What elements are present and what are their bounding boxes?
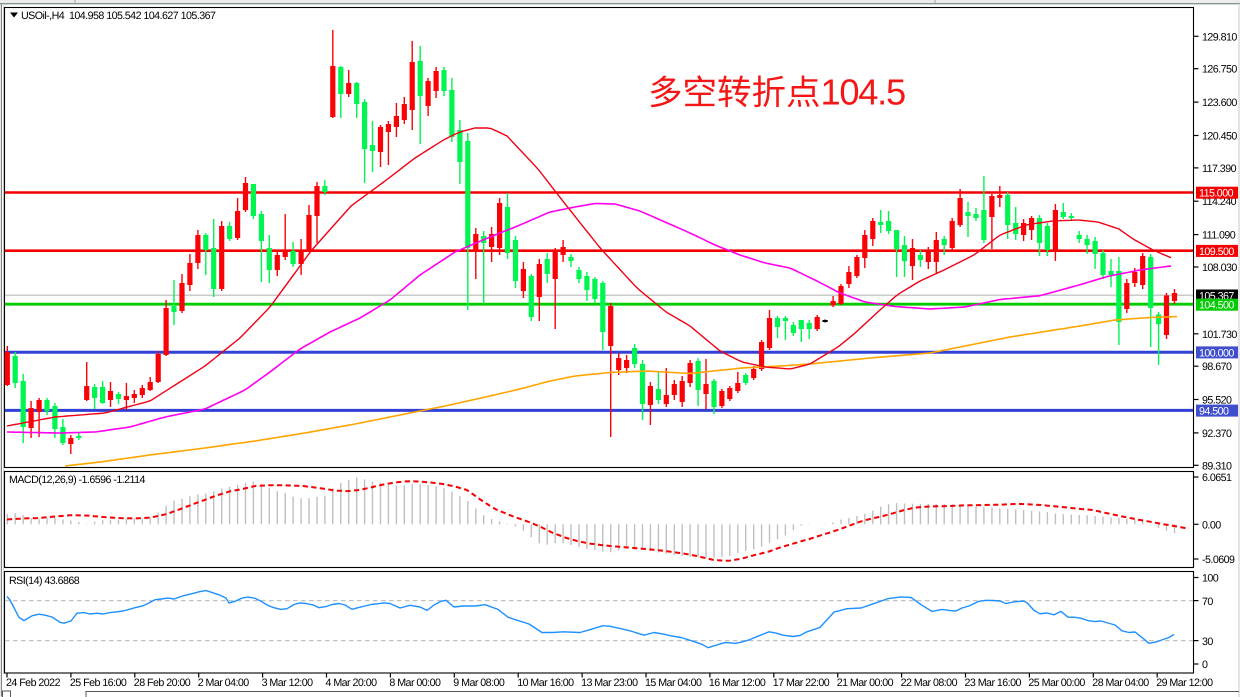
svg-text:92.370: 92.370 xyxy=(1202,428,1232,440)
svg-text:15 Mar 04:00: 15 Mar 04:00 xyxy=(645,677,702,689)
svg-text:MACD(12,26,9) -1.6596 -1.2114: MACD(12,26,9) -1.6596 -1.2114 xyxy=(9,474,146,486)
svg-text:95.520: 95.520 xyxy=(1202,395,1232,407)
svg-text:16 Mar 12:00: 16 Mar 12:00 xyxy=(709,677,766,689)
svg-text:89.310: 89.310 xyxy=(1202,460,1232,472)
svg-text:10 Mar 16:00: 10 Mar 16:00 xyxy=(517,677,574,689)
svg-text:123.600: 123.600 xyxy=(1202,97,1237,109)
svg-text:3 Mar 12:00: 3 Mar 12:00 xyxy=(262,677,314,689)
svg-text:129.810: 129.810 xyxy=(1202,31,1237,43)
svg-text:4 Mar 20:00: 4 Mar 20:00 xyxy=(326,677,378,689)
svg-text:17 Mar 22:00: 17 Mar 22:00 xyxy=(773,677,830,689)
svg-text:28 Feb 20:00: 28 Feb 20:00 xyxy=(134,677,191,689)
svg-text:-5.0609: -5.0609 xyxy=(1202,554,1235,566)
svg-text:0.00: 0.00 xyxy=(1202,519,1221,531)
svg-text:101.730: 101.730 xyxy=(1202,329,1237,341)
svg-text:104.5: 104.5 xyxy=(821,72,905,113)
svg-text:25 Feb 16:00: 25 Feb 16:00 xyxy=(70,677,127,689)
svg-text:114.240: 114.240 xyxy=(1202,196,1237,208)
svg-text:2 Mar 04:00: 2 Mar 04:00 xyxy=(198,677,250,689)
svg-text:0: 0 xyxy=(1202,659,1208,671)
svg-text:120.450: 120.450 xyxy=(1202,131,1237,143)
svg-text:117.390: 117.390 xyxy=(1202,163,1237,175)
svg-text:100.000: 100.000 xyxy=(1199,347,1234,359)
svg-text:115.000: 115.000 xyxy=(1199,188,1234,200)
svg-text:98.670: 98.670 xyxy=(1202,361,1232,373)
svg-text:108.030: 108.030 xyxy=(1202,262,1237,274)
svg-text:23 Mar 16:00: 23 Mar 16:00 xyxy=(965,677,1022,689)
svg-text:104.500: 104.500 xyxy=(1199,300,1234,312)
svg-text:30: 30 xyxy=(1202,636,1213,648)
svg-text:100: 100 xyxy=(1202,573,1219,585)
svg-text:6.0651: 6.0651 xyxy=(1202,472,1232,484)
svg-text:28 Mar 04:00: 28 Mar 04:00 xyxy=(1092,677,1149,689)
svg-text:22 Mar 08:00: 22 Mar 08:00 xyxy=(901,677,958,689)
svg-text:USOil-,H4 104.958 105.542 104: USOil-,H4 104.958 105.542 104.627 105.36… xyxy=(21,10,216,22)
svg-text:111.090: 111.090 xyxy=(1202,230,1236,242)
svg-text:109.500: 109.500 xyxy=(1199,246,1234,258)
svg-text:29 Mar 12:00: 29 Mar 12:00 xyxy=(1156,677,1213,689)
svg-text:8 Mar 00:00: 8 Mar 00:00 xyxy=(389,677,441,689)
svg-text:9 Mar 08:00: 9 Mar 08:00 xyxy=(453,677,505,689)
svg-text:70: 70 xyxy=(1202,596,1213,608)
svg-text:25 Mar 00:00: 25 Mar 00:00 xyxy=(1028,677,1085,689)
svg-text:13 Mar 23:00: 13 Mar 23:00 xyxy=(581,677,638,689)
svg-text:21 Mar 00:00: 21 Mar 00:00 xyxy=(837,677,894,689)
svg-text:RSI(14) 43.6868: RSI(14) 43.6868 xyxy=(9,575,80,587)
svg-text:24 Feb 2022: 24 Feb 2022 xyxy=(6,677,61,689)
svg-text:126.750: 126.750 xyxy=(1202,64,1237,76)
svg-text:94.500: 94.500 xyxy=(1199,406,1229,418)
